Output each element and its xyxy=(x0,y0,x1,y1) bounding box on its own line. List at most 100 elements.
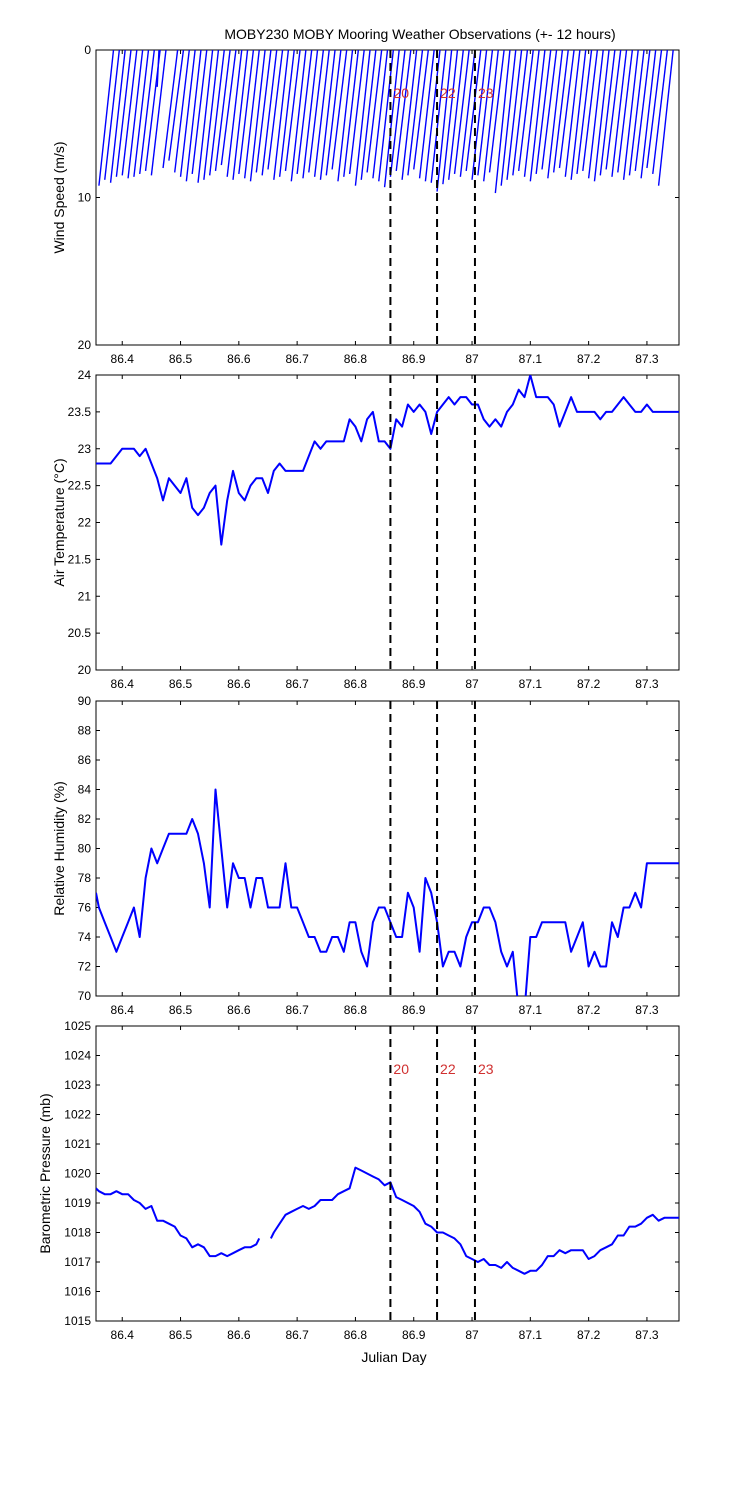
y-tick-label: 1016 xyxy=(64,1285,91,1299)
wind-vector xyxy=(273,50,290,180)
x-tick-label: 86.9 xyxy=(402,1328,426,1342)
wind-vector xyxy=(261,50,278,176)
x-tick-label: 87.3 xyxy=(635,352,659,366)
wind-vector xyxy=(541,50,558,170)
x-tick-label: 87 xyxy=(465,352,479,366)
wind-vector xyxy=(156,50,160,87)
y-tick-label: 1021 xyxy=(64,1137,91,1151)
x-tick-label: 86.7 xyxy=(285,352,309,366)
wind-vector xyxy=(150,50,167,176)
wind-vector xyxy=(407,50,424,176)
wind-vector xyxy=(115,50,132,177)
wind-vector xyxy=(395,50,412,172)
y-tick-label: 90 xyxy=(78,694,92,708)
wind-vector xyxy=(191,50,208,174)
y-tick-label: 23.5 xyxy=(68,405,92,419)
wind-vector xyxy=(570,50,587,180)
x-tick-label: 86.4 xyxy=(111,1328,135,1342)
wind-vector xyxy=(465,50,482,172)
wind-vector xyxy=(127,50,144,179)
x-tick-label: 86.4 xyxy=(111,1003,135,1017)
wind-vector xyxy=(512,50,529,176)
x-tick-label: 86.7 xyxy=(285,677,309,691)
event-label: 20 xyxy=(393,85,409,101)
x-tick-label: 87.1 xyxy=(519,352,543,366)
wind-vector xyxy=(564,50,581,177)
wind-vector xyxy=(348,50,365,174)
y-tick-label: 74 xyxy=(78,930,92,944)
x-tick-label: 87 xyxy=(465,1328,479,1342)
x-tick-label: 86.6 xyxy=(227,677,251,691)
wind-vector xyxy=(646,50,663,169)
x-tick-label: 87.2 xyxy=(577,1328,601,1342)
wind-vector xyxy=(424,50,441,182)
y-axis-label: Wind Speed (m/s) xyxy=(51,141,67,253)
x-tick-label: 87.1 xyxy=(519,1003,543,1017)
plot-area xyxy=(96,788,679,996)
y-tick-label: 82 xyxy=(78,812,92,826)
wind-vector xyxy=(319,50,336,180)
x-tick-label: 86.4 xyxy=(111,352,135,366)
wind-vector xyxy=(296,50,313,174)
event-label: 23 xyxy=(478,85,494,101)
wind-vector xyxy=(337,50,354,182)
x-tick-label: 86.7 xyxy=(285,1003,309,1017)
wind-vector xyxy=(243,50,260,179)
y-tick-label: 20.5 xyxy=(68,626,92,640)
x-tick-label: 86.4 xyxy=(111,677,135,691)
wind-vector xyxy=(413,50,430,170)
axes-frame xyxy=(95,1025,680,1322)
x-tick-label: 86.8 xyxy=(344,352,368,366)
wind-vector xyxy=(430,50,447,183)
event-label: 23 xyxy=(478,1061,494,1077)
wind-vector xyxy=(459,50,476,177)
wind-vector xyxy=(104,50,121,180)
wind-vector xyxy=(488,50,505,173)
wind-vector xyxy=(448,50,464,180)
wind-vector xyxy=(535,50,552,174)
wind-vector xyxy=(587,50,604,179)
plot-area xyxy=(96,375,679,546)
y-tick-label: 86 xyxy=(78,753,92,767)
wind-vector xyxy=(185,50,202,182)
y-tick-label: 1015 xyxy=(64,1314,91,1328)
wind-vector xyxy=(552,50,569,173)
wind-vector xyxy=(267,50,284,170)
wind-vector xyxy=(331,50,348,170)
event-label: 22 xyxy=(440,1061,456,1077)
y-tick-label: 20 xyxy=(78,338,92,352)
x-tick-label: 86.5 xyxy=(169,677,193,691)
y-tick-label: 1024 xyxy=(64,1049,91,1063)
wind-vector xyxy=(179,50,196,177)
wind-vector xyxy=(401,50,418,180)
y-tick-label: 84 xyxy=(78,783,92,797)
x-tick-label: 86.9 xyxy=(402,1003,426,1017)
wind-vector xyxy=(453,50,470,174)
wind-vector xyxy=(302,50,319,179)
y-tick-label: 10 xyxy=(78,191,92,205)
wind-vector xyxy=(547,50,564,179)
y-tick-label: 70 xyxy=(78,989,92,1003)
y-tick-label: 1018 xyxy=(64,1226,91,1240)
wind-vector xyxy=(203,50,220,180)
y-axis-label: Relative Humidity (%) xyxy=(51,781,67,916)
wind-vector xyxy=(98,50,115,186)
y-tick-label: 1022 xyxy=(64,1108,91,1122)
wind-vector xyxy=(529,50,546,182)
plot-area xyxy=(98,50,674,194)
x-tick-label: 87.2 xyxy=(577,1003,601,1017)
y-tick-label: 21.5 xyxy=(68,552,92,566)
wind-vector xyxy=(628,50,645,176)
y-axis-label: Barometric Pressure (mb) xyxy=(37,1093,53,1253)
wind-vector xyxy=(593,50,610,182)
panels: 86.4 86.5 86.6 86.7 86.8 86.9 87 87.1 87.2 87.3 0 1… xyxy=(37,43,680,1342)
y-tick-label: 1020 xyxy=(64,1167,91,1181)
y-tick-label: 21 xyxy=(78,589,92,603)
axes-frame xyxy=(95,700,680,997)
wind-vector xyxy=(617,50,634,173)
wind-vector xyxy=(133,50,150,177)
wind-vector xyxy=(162,50,179,169)
axes-frame xyxy=(95,374,680,671)
wind-vector xyxy=(278,50,295,177)
